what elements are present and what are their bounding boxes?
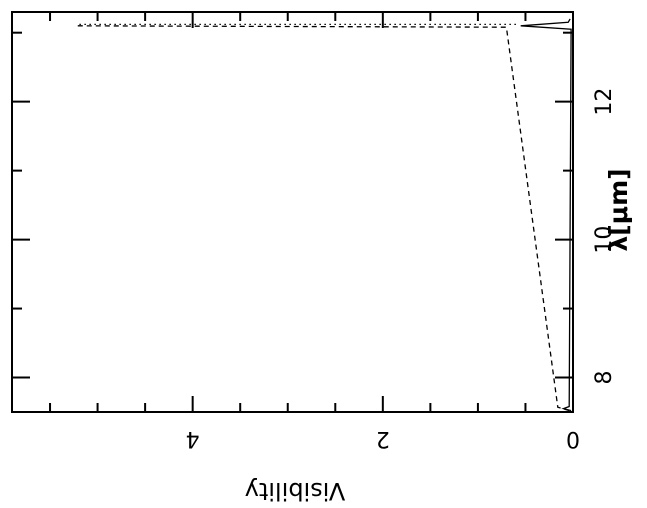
x-tick-label: 12 — [592, 88, 617, 116]
y-tick-label: 4 — [186, 426, 200, 451]
chart-ticks: 8 10 12 0 2 4 — [12, 12, 617, 451]
y-tick-label: 0 — [566, 426, 580, 451]
plot-frame — [11, 11, 574, 413]
y-axis-label: Visibility — [245, 477, 346, 505]
chart-marks — [73, 18, 572, 412]
x-tick-label: 10 — [592, 226, 617, 254]
x-axis-label: λ[μm] — [604, 168, 633, 251]
y-tick-label: 2 — [376, 426, 390, 451]
x-tick-label: 8 — [592, 371, 617, 385]
series-dashed-line — [73, 25, 570, 412]
series-solid-line — [520, 18, 572, 412]
